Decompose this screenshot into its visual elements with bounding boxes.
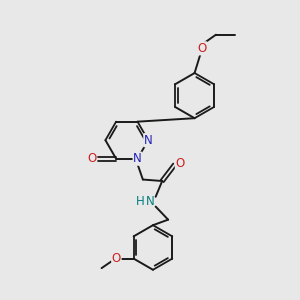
Text: N: N [146, 195, 155, 208]
Text: N: N [144, 134, 153, 147]
Text: O: O [176, 157, 184, 170]
Text: O: O [87, 152, 96, 165]
Text: H: H [136, 195, 145, 208]
Text: N: N [133, 152, 142, 165]
Text: O: O [112, 252, 121, 265]
Text: O: O [197, 42, 207, 55]
